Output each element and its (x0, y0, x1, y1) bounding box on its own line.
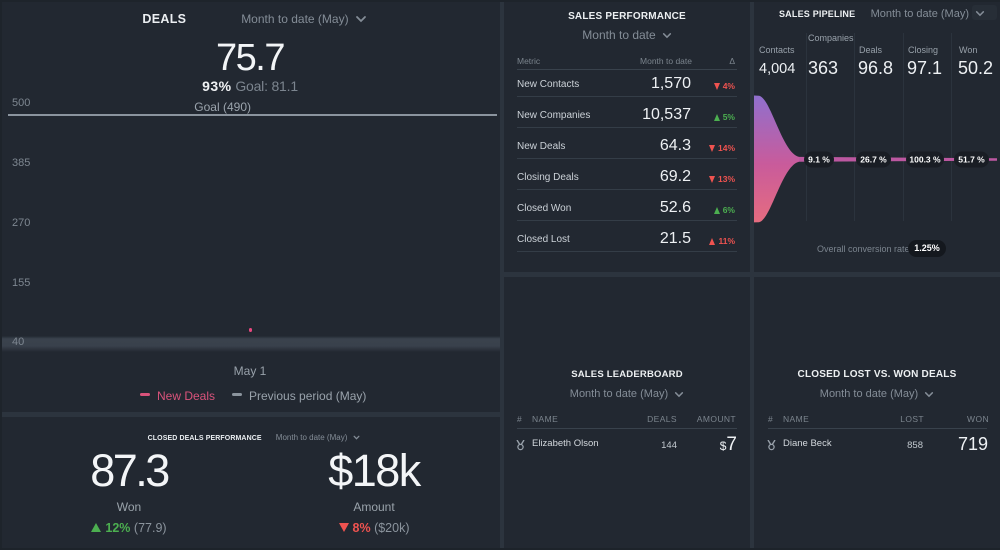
svg-text:9.1 %: 9.1 % (808, 155, 830, 165)
svg-text:26.7 %: 26.7 % (860, 155, 887, 165)
svg-text:100.3 %: 100.3 % (909, 155, 941, 165)
svg-text:51.7 %: 51.7 % (958, 155, 985, 165)
